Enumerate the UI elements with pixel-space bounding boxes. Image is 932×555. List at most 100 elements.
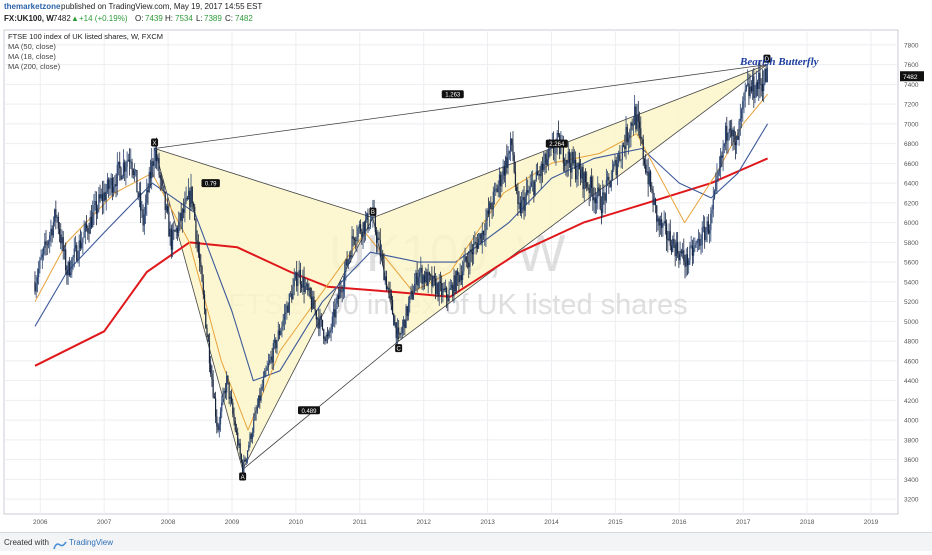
candle-body xyxy=(42,247,45,255)
candle-body xyxy=(417,276,419,286)
last-price-text: 7482 xyxy=(903,74,918,81)
candle-body xyxy=(448,289,450,302)
candle-body xyxy=(309,287,311,297)
candle-body xyxy=(694,244,696,248)
candle-body xyxy=(414,283,416,294)
price-chart[interactable]: UK100, W FTSE 100 index of UK listed sha… xyxy=(0,28,932,532)
candle-body xyxy=(383,259,385,281)
candle-body xyxy=(285,312,287,314)
author-name[interactable]: themarketzone xyxy=(4,2,61,11)
candle-body xyxy=(724,125,727,144)
candle-body xyxy=(293,278,295,287)
candle-body xyxy=(374,214,376,232)
candle-body xyxy=(93,205,95,213)
candle-body xyxy=(41,254,43,258)
candle-body xyxy=(625,126,627,150)
candle-body xyxy=(744,89,746,93)
candle-body xyxy=(297,277,299,287)
candle-body xyxy=(743,92,745,102)
legend-ma18: MA (18, close) xyxy=(8,52,56,61)
candle-body xyxy=(616,163,619,176)
candle-body xyxy=(44,241,46,248)
y-tick-label: 6200 xyxy=(904,200,919,207)
candle-body xyxy=(626,126,628,143)
candle-body xyxy=(758,72,760,89)
candle-body xyxy=(283,313,286,320)
candle-body xyxy=(405,306,407,329)
candle-body xyxy=(99,194,101,199)
candle-body xyxy=(213,396,215,399)
tradingview-brand[interactable]: TradingView xyxy=(69,538,114,547)
tradingview-logo-icon[interactable] xyxy=(53,537,67,550)
candle-body xyxy=(391,299,394,315)
candle-body xyxy=(384,276,386,281)
candle-body xyxy=(646,171,648,173)
candle-body xyxy=(438,281,440,297)
candle-body xyxy=(36,277,39,284)
candle-body xyxy=(103,192,105,202)
candle-body xyxy=(543,163,545,170)
candle-body xyxy=(548,148,550,160)
candle-body xyxy=(46,244,48,246)
candle-body xyxy=(315,310,317,320)
candle-body xyxy=(303,277,305,293)
candle-body xyxy=(260,389,262,401)
candle-body xyxy=(270,356,272,360)
candle-body xyxy=(331,316,333,330)
candle-body xyxy=(353,238,356,241)
candle-body xyxy=(513,154,515,173)
candle-body xyxy=(34,281,36,292)
candle-body xyxy=(415,272,417,284)
candle-body xyxy=(407,303,410,316)
ratio-label-a-c-text: 0.489 xyxy=(301,409,317,415)
y-tick-label: 6000 xyxy=(904,220,919,227)
candle-body xyxy=(715,181,717,191)
candle-body xyxy=(581,166,583,179)
candle-body xyxy=(425,271,427,283)
legend-title: FTSE 100 index of UK listed shares, W, F… xyxy=(8,32,163,41)
candle-body xyxy=(403,319,405,327)
candle-body xyxy=(763,83,765,92)
created-with-label: Created with xyxy=(4,538,49,547)
candle-body xyxy=(422,275,424,284)
candle-body xyxy=(464,256,466,263)
candle-body xyxy=(237,432,239,446)
candle-body xyxy=(226,375,228,393)
x-tick-label: 2010 xyxy=(289,519,304,526)
pattern-triangle-bcd xyxy=(372,64,767,342)
candle-body xyxy=(560,144,562,155)
candle-body xyxy=(256,406,258,412)
y-tick-label: 3800 xyxy=(904,437,919,444)
candle-body xyxy=(459,275,461,283)
candle-body xyxy=(394,322,396,326)
candle-body xyxy=(332,309,335,317)
candle-body xyxy=(299,269,301,285)
candle-body xyxy=(579,169,582,179)
ratio-label-a-c: 0.489 xyxy=(297,406,320,415)
candle-body xyxy=(706,221,708,232)
candle-body xyxy=(455,271,458,292)
harmonic-pattern[interactable] xyxy=(154,64,768,470)
candle-body xyxy=(194,206,196,220)
candle-body xyxy=(277,330,279,341)
candle-body xyxy=(238,443,240,446)
candle-body xyxy=(351,236,353,258)
candle-body xyxy=(591,176,593,189)
candle-body xyxy=(594,197,596,204)
candle-body xyxy=(700,244,702,246)
candle-body xyxy=(678,253,680,261)
pattern-point-x: X xyxy=(151,138,159,147)
candle-body xyxy=(753,76,755,98)
candle-body xyxy=(126,160,128,168)
candle-body xyxy=(737,135,739,140)
candle-body xyxy=(484,234,486,236)
candle-body xyxy=(143,214,145,226)
candle-body xyxy=(328,331,330,337)
candle-body xyxy=(387,287,389,290)
candle-body xyxy=(420,267,422,273)
candle-body xyxy=(491,208,493,210)
candle-body xyxy=(144,202,147,215)
candle-body xyxy=(461,271,464,280)
ratio-label-x-d-bg xyxy=(441,90,464,99)
candle-body xyxy=(733,129,735,143)
